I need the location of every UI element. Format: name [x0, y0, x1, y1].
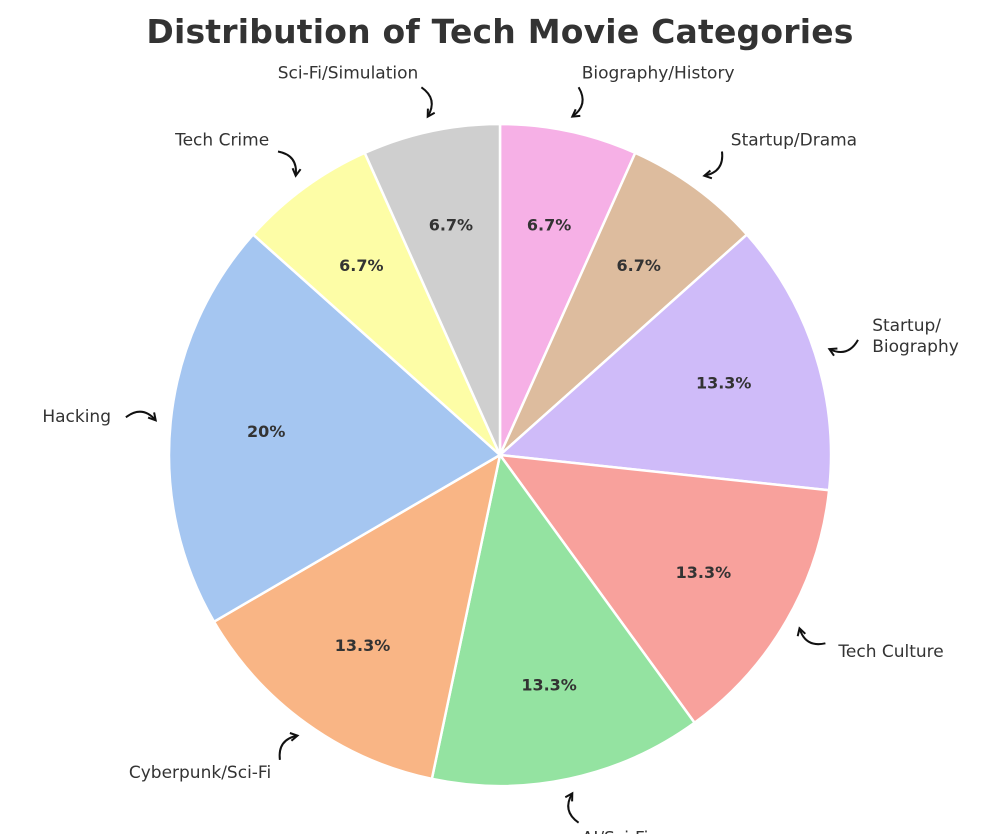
label-arrow	[704, 151, 724, 177]
category-label: Tech Crime	[174, 130, 269, 150]
percent-label: 13.3%	[335, 636, 391, 655]
percent-label: 13.3%	[521, 675, 577, 694]
pie-slice	[498, 151, 749, 457]
arrow-head	[564, 791, 574, 802]
label-arrow	[420, 86, 433, 118]
pie-slices	[167, 122, 833, 788]
label-arrow	[567, 792, 580, 824]
category-label-line: Startup/	[872, 316, 941, 336]
arrow-head	[796, 626, 806, 637]
percent-label: 20%	[247, 422, 285, 441]
percent-label: 13.3%	[696, 374, 752, 393]
chart-title: Distribution of Tech Movie Categories	[146, 12, 854, 51]
category-label-line: Tech Culture	[837, 642, 943, 662]
pie-slice	[498, 122, 637, 457]
category-label-line: Biography	[872, 337, 959, 357]
category-label: Tech Culture	[837, 642, 943, 662]
category-label-line: Hacking	[42, 407, 111, 427]
label-arrows	[125, 86, 859, 824]
category-label-line: Cyberpunk/Sci-Fi	[129, 763, 271, 783]
category-label: Hacking	[42, 407, 111, 427]
category-labels: Biography/History Startup/Drama Startup/Bi…	[42, 64, 959, 834]
category-label-line: Tech Crime	[174, 130, 269, 150]
pie-slice	[167, 233, 502, 623]
pie-slice	[212, 453, 502, 781]
percent-labels: 6.7% 6.7% 13.3% 13.3% 13.3% 13.3% 20% 6.7% 6.7%	[247, 216, 751, 695]
category-label-line: Biography/History	[582, 64, 735, 84]
arrow-head	[291, 167, 302, 178]
arrow-head	[147, 412, 158, 422]
arrow-head	[570, 108, 581, 118]
percent-label: 6.7%	[339, 256, 383, 275]
arrow-head	[426, 108, 436, 119]
pie-slice	[363, 122, 502, 457]
arrow-head	[289, 732, 300, 742]
label-arrow	[828, 339, 859, 353]
category-label: Startup/Drama	[731, 130, 857, 150]
category-label: AI/Sci-Fi	[582, 828, 649, 834]
pie-slice	[498, 453, 831, 725]
category-label: Biography/History	[582, 64, 735, 84]
category-label-line: AI/Sci-Fi	[582, 828, 649, 834]
category-label: Startup/Biography	[872, 316, 959, 357]
label-arrow	[277, 150, 297, 176]
pie-slice	[251, 151, 502, 457]
percent-label: 13.3%	[676, 563, 732, 582]
pie-slice	[430, 453, 696, 788]
category-label-line: Sci-Fi/Simulation	[278, 64, 419, 84]
pie-slice	[498, 233, 833, 492]
label-arrow	[125, 410, 157, 421]
category-label: Sci-Fi/Simulation	[278, 64, 419, 84]
category-label: Cyberpunk/Sci-Fi	[129, 763, 271, 783]
arrow-head	[702, 169, 713, 180]
label-arrow	[798, 627, 826, 646]
percent-label: 6.7%	[617, 256, 661, 275]
arrow-head	[827, 347, 838, 357]
label-arrow	[278, 734, 298, 761]
category-label-line: Startup/Drama	[731, 130, 857, 150]
percent-label: 6.7%	[527, 216, 571, 235]
percent-label: 6.7%	[429, 216, 473, 235]
label-arrow	[571, 86, 584, 118]
